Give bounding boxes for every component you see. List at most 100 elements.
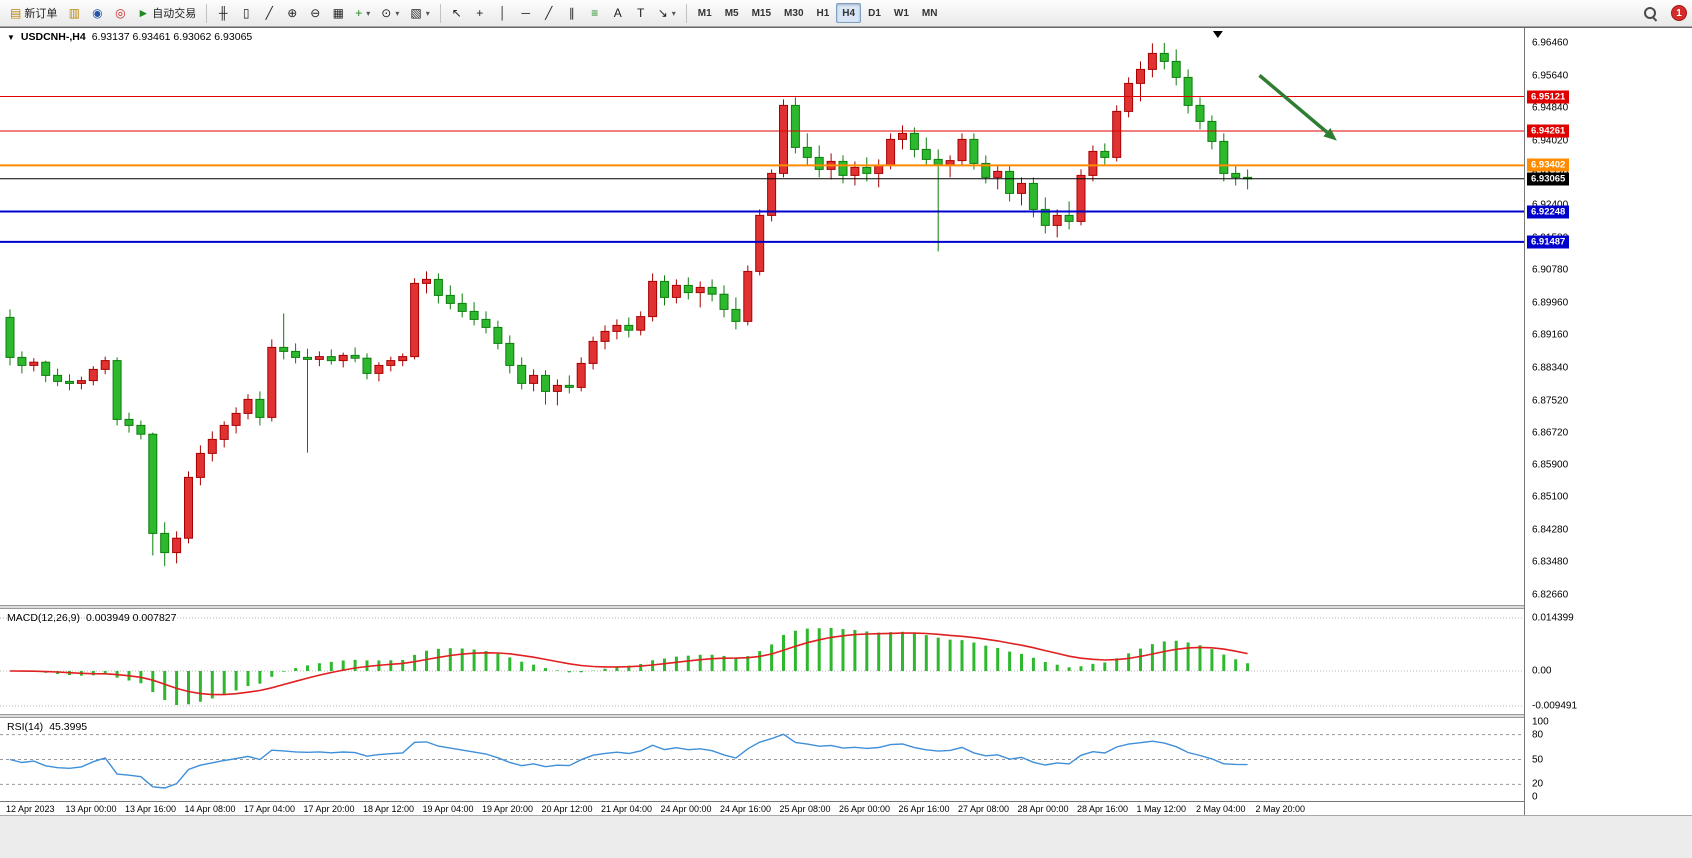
- rsi-panel[interactable]: RSI(14) 45.3995: [0, 718, 1524, 801]
- cursor-button[interactable]: ↖: [446, 2, 468, 24]
- timeframe-m1[interactable]: M1: [697, 7, 712, 19]
- macd-scale-tick: 0.014399: [1532, 612, 1574, 624]
- macd-chart[interactable]: [0, 609, 1524, 714]
- indicators-icon: +: [355, 6, 363, 20]
- candles-group: [5, 43, 1253, 567]
- price-tick: 6.85100: [1532, 491, 1569, 503]
- fibonacci-button[interactable]: ≡: [584, 2, 606, 24]
- price-tick: 6.95640: [1532, 70, 1569, 82]
- timeframe-mn[interactable]: MN: [921, 7, 938, 19]
- toolbar-separator: [439, 3, 441, 23]
- rsi-chart[interactable]: [0, 718, 1524, 801]
- auto-trading-icon: ►: [137, 6, 150, 20]
- macd-values: 0.003949 0.007827: [85, 612, 177, 624]
- arrows-button[interactable]: ↘ ▾: [653, 2, 681, 24]
- price-tick: 6.84280: [1532, 524, 1569, 536]
- new-order-button-label: 新订单: [24, 8, 58, 20]
- line-chart-button[interactable]: ╱: [258, 2, 280, 24]
- macd-scale-tick: 0.00: [1532, 665, 1552, 677]
- periods-icon: ⊙: [381, 6, 392, 20]
- time-label: 25 Apr 08:00: [779, 804, 831, 814]
- templates-button[interactable]: ▧ ▾: [405, 2, 434, 24]
- toolbar-separator: [685, 3, 687, 23]
- vertical-line-button[interactable]: │: [492, 2, 514, 24]
- zoom-in-button[interactable]: ⊕: [281, 2, 303, 24]
- bar-chart-button[interactable]: ╫: [212, 2, 234, 24]
- price-tick: 6.89160: [1532, 329, 1569, 341]
- rsi-scale-tick: 80: [1532, 729, 1544, 741]
- rsi-scale-tick: 0: [1532, 791, 1538, 803]
- timeframe-m5[interactable]: M5: [724, 7, 739, 19]
- tile-windows-button[interactable]: ▦: [327, 2, 349, 24]
- time-label: 20 Apr 12:00: [541, 804, 593, 814]
- channel-icon: ∥: [568, 6, 575, 20]
- horizontal-line-button[interactable]: ─: [515, 2, 537, 24]
- price-tick: 6.94840: [1532, 102, 1569, 114]
- bar-chart-icon: ╫: [218, 6, 228, 20]
- trend-arrow-annotation[interactable]: [1258, 74, 1337, 141]
- auto-trading-button-label: 自动交易: [152, 8, 197, 20]
- status-bar: [0, 815, 1692, 858]
- toolbar: ▤ 新订单 ▥ ◉ ◎ ► 自动交易 ╫ ▯ ╱ ⊕ ⊖ ▦ + ▾ ⊙ ▾ ▧ ▾ ↖ + │ ─ ╱ ∥ ≡ A T ↘ ▾ M1 M5 M…: [0, 0, 1692, 27]
- candlestick-chart[interactable]: [0, 28, 1524, 605]
- rsi-scale-tick: 100: [1532, 716, 1549, 728]
- indicators-button-caret-icon[interactable]: ▾: [366, 8, 371, 18]
- channel-button[interactable]: ∥: [561, 2, 583, 24]
- time-label: 14 Apr 08:00: [184, 804, 236, 814]
- vertical-line-icon: │: [498, 6, 507, 20]
- trendline-button[interactable]: ╱: [538, 2, 560, 24]
- ohlc-quote: 6.93137 6.93461 6.93062 6.93065: [91, 31, 253, 43]
- main-chart-panel[interactable]: ▼ USDCNH-,H4 6.93137 6.93461 6.93062 6.9…: [0, 28, 1524, 605]
- price-tick: 6.94020: [1532, 135, 1569, 147]
- indicators-button[interactable]: + ▾: [350, 2, 375, 24]
- price-tick: 6.82660: [1532, 589, 1569, 601]
- price-tick: 6.96460: [1532, 37, 1569, 49]
- macd-header: MACD(12,26,9) 0.003949 0.007827: [7, 612, 176, 624]
- panel-divider[interactable]: [0, 605, 1692, 609]
- timeframe-h4[interactable]: H4: [836, 3, 862, 23]
- time-label: 13 Apr 16:00: [125, 804, 177, 814]
- price-badge-6.95121: 6.95121: [1527, 90, 1570, 104]
- toolbar-separator: [206, 3, 208, 23]
- timeframe-m15[interactable]: M15: [751, 7, 772, 19]
- templates-button-caret-icon[interactable]: ▾: [425, 8, 430, 18]
- periods-button-caret-icon[interactable]: ▾: [395, 8, 400, 18]
- timeframe-m30[interactable]: M30: [784, 7, 804, 19]
- auto-trading-button[interactable]: ► 自动交易: [132, 2, 201, 24]
- new-order-button[interactable]: ▤ 新订单: [5, 2, 62, 24]
- time-label: 21 Apr 04:00: [601, 804, 653, 814]
- price-axis[interactable]: 6.964606.956406.948406.940206.932206.924…: [1524, 28, 1692, 816]
- price-tick: 6.88340: [1532, 362, 1569, 374]
- cursor-icon: ↖: [451, 6, 462, 20]
- search-button[interactable]: [1638, 2, 1663, 24]
- candlestick-button[interactable]: ▯: [235, 2, 257, 24]
- periods-button[interactable]: ⊙ ▾: [376, 2, 404, 24]
- timeframe-h1[interactable]: H1: [816, 7, 830, 19]
- panel-divider[interactable]: [0, 714, 1692, 718]
- market-watch-button[interactable]: ◉: [86, 2, 108, 24]
- zoom-out-button[interactable]: ⊖: [304, 2, 326, 24]
- profiles-icon: ▥: [68, 6, 81, 20]
- label-button[interactable]: T: [630, 2, 652, 24]
- arrows-button-caret-icon[interactable]: ▾: [671, 8, 676, 18]
- profiles-button[interactable]: ▥: [63, 2, 85, 24]
- macd-panel[interactable]: MACD(12,26,9) 0.003949 0.007827: [0, 609, 1524, 714]
- search-icon: [1643, 6, 1658, 21]
- timeframe-w1[interactable]: W1: [893, 7, 909, 19]
- arrows-icon: ↘: [657, 6, 668, 20]
- price-tick: 6.90780: [1532, 264, 1569, 276]
- down-marker-icon[interactable]: [1212, 31, 1223, 38]
- macd-signal-line: [9, 632, 1248, 696]
- new-order-icon: ▤: [10, 6, 22, 20]
- collapse-triangle-icon[interactable]: ▼: [7, 32, 15, 42]
- text-button[interactable]: A: [607, 2, 629, 24]
- label-icon: T: [637, 6, 645, 20]
- chart-title: ▼ USDCNH-,H4 6.93137 6.93461 6.93062 6.9…: [7, 31, 252, 43]
- toolbar-button-groups: ▤ 新订单 ▥ ◉ ◎ ► 自动交易 ╫ ▯ ╱ ⊕ ⊖ ▦ + ▾ ⊙ ▾ ▧ ▾ ↖ + │ ─ ╱ ∥ ≡ A T ↘ ▾ M1 M5 M…: [5, 2, 943, 24]
- time-axis[interactable]: 12 Apr 2023 13 Apr 00:00 13 Apr 16:00 14 Ap…: [0, 801, 1524, 816]
- navigator-button[interactable]: ◎: [109, 2, 131, 24]
- timeframe-d1[interactable]: D1: [868, 7, 881, 19]
- crosshair-button[interactable]: +: [469, 2, 491, 24]
- time-label: 13 Apr 00:00: [65, 804, 117, 814]
- notification-badge[interactable]: 1: [1671, 5, 1687, 21]
